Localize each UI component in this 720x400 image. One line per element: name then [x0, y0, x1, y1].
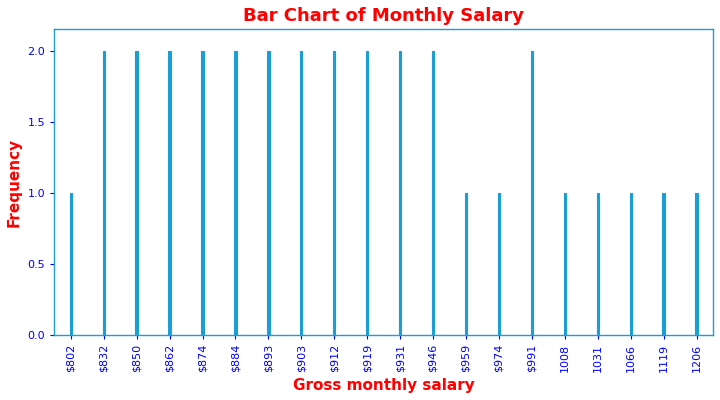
Y-axis label: Frequency: Frequency [7, 138, 22, 227]
X-axis label: Gross monthly salary: Gross monthly salary [293, 378, 474, 393]
Title: Bar Chart of Monthly Salary: Bar Chart of Monthly Salary [243, 7, 524, 25]
Bar [564, 193, 566, 335]
Bar [662, 193, 665, 335]
Bar [135, 51, 138, 335]
Bar [366, 51, 369, 335]
Bar [498, 193, 500, 335]
Bar [531, 51, 533, 335]
Bar [168, 51, 171, 335]
Bar [399, 51, 401, 335]
Bar [432, 51, 434, 335]
Bar [629, 193, 632, 335]
Bar [70, 193, 72, 335]
Bar [202, 51, 204, 335]
Bar [300, 51, 302, 335]
Bar [696, 193, 698, 335]
Bar [102, 51, 105, 335]
Bar [465, 193, 467, 335]
Bar [333, 51, 336, 335]
Bar [234, 51, 237, 335]
Bar [597, 193, 599, 335]
Bar [267, 51, 269, 335]
